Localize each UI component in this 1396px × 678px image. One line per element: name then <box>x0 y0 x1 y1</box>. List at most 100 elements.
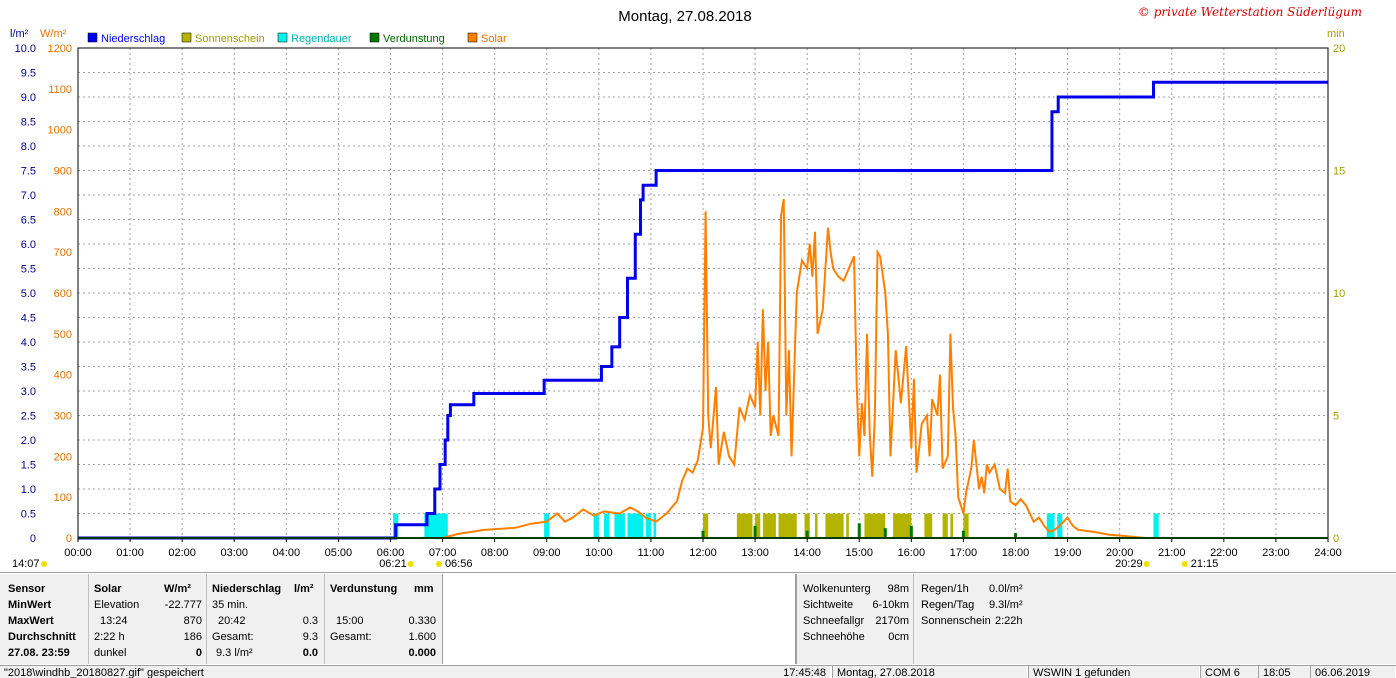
status-file: "2018\windhb_20180827.gif" gespeichert 1… <box>0 666 830 678</box>
cloud-value: 98m <box>887 583 909 595</box>
legend-swatch <box>467 32 478 43</box>
solar-series-line <box>78 198 1328 539</box>
evaporation-tick <box>961 530 965 538</box>
precip-axis-tick: 8.0 <box>21 141 36 153</box>
evap-row-label: Gesamt: <box>330 631 372 643</box>
separator <box>0 572 1396 573</box>
x-tick-label: 22:00 <box>1210 547 1238 559</box>
solar-axis-tick: 600 <box>54 288 72 300</box>
rain-duration-bar <box>614 513 625 538</box>
stats-panel-left: Sensor MinWert MaxWert Durchschnitt 27.0… <box>0 574 443 664</box>
left-axis-unit-solar: W/m² <box>40 28 67 40</box>
solar-axis-tick: 100 <box>54 492 72 504</box>
status-time: 17:45:48 <box>783 667 826 678</box>
precip-row-value: 0.3 <box>302 615 318 627</box>
minwert-label: MinWert <box>8 599 52 611</box>
precip-row-label: 20:42 <box>218 615 246 627</box>
minutes-axis-tick: 20 <box>1333 43 1345 55</box>
precip-axis-tick: 1.0 <box>21 484 36 496</box>
x-tick-label: 02:00 <box>168 547 196 559</box>
precip-axis-tick: 5.5 <box>21 264 36 276</box>
precip-axis-tick: 6.5 <box>21 215 36 227</box>
precip-row-value: 9.3 <box>302 631 318 643</box>
solar-axis-tick: 400 <box>54 370 72 382</box>
rain-hour-value: 0.0l/m² <box>989 583 1023 595</box>
solar-axis-tick: 300 <box>54 411 72 423</box>
legend-label: Sonnenschein <box>195 33 265 45</box>
evaporation-tick <box>909 525 913 538</box>
visibility-label: Sichtweite <box>803 599 854 611</box>
maxwert-label: MaxWert <box>8 615 54 627</box>
evap-row-label: 15:00 <box>336 615 364 627</box>
sunshine-label: Sonnenschein <box>921 615 991 627</box>
solar-row-label: dunkel <box>94 647 127 659</box>
precip-axis-tick: 9.5 <box>21 68 36 80</box>
x-tick-label: 19:00 <box>1054 547 1082 559</box>
status-today: 06.06.2019 <box>1310 666 1395 678</box>
stats-panel-right: Wolkenunterg 98m Sichtweite 6-10km Schne… <box>796 574 1396 664</box>
legend-swatch <box>87 32 98 43</box>
evap-unit: mm <box>414 583 434 595</box>
sun-event-label: 06:21 <box>379 558 407 570</box>
minutes-axis-tick: 5 <box>1333 411 1339 423</box>
snowdepth-label: Schneehöhe <box>803 631 865 643</box>
x-tick-label: 15:00 <box>845 547 873 559</box>
x-tick-label: 11:00 <box>638 547 665 559</box>
x-tick-label: 07:00 <box>429 547 457 559</box>
solar-axis-tick: 500 <box>54 329 72 341</box>
chart-title: Montag, 27.08.2018 <box>618 8 751 25</box>
precip-axis-tick: 9.0 <box>21 92 36 104</box>
evaporation-tick <box>753 525 757 538</box>
legend-label: Niederschlag <box>101 33 165 45</box>
precip-row-value: 0.0 <box>302 647 318 659</box>
x-tick-label: 08:00 <box>481 547 509 559</box>
sunshine-bar <box>893 513 912 538</box>
evap-row-value: 0.330 <box>408 615 436 627</box>
sunshine-bar <box>804 513 810 538</box>
sunshine-bar <box>864 513 886 538</box>
sunshine-bar <box>950 513 953 538</box>
rain-duration-bar <box>627 513 644 538</box>
solar-row-value: 0 <box>195 647 202 659</box>
status-clock: 18:05 <box>1258 666 1311 678</box>
x-tick-label: 13:00 <box>741 547 769 559</box>
legend-swatch <box>369 32 380 43</box>
evap-header: Verdunstung <box>330 583 398 595</box>
solar-row-value: 870 <box>183 615 202 627</box>
x-tick-label: 12:00 <box>689 547 717 559</box>
cloud-label: Wolkenunterg <box>803 583 871 595</box>
precip-row-label: Gesamt: <box>212 631 254 643</box>
status-com: COM 6 <box>1200 666 1259 678</box>
precip-axis-tick: 6.0 <box>21 239 36 251</box>
precip-axis-tick: 0.5 <box>21 509 36 521</box>
x-tick-label: 01:00 <box>116 547 144 559</box>
solar-header: Solar <box>94 583 122 595</box>
precip-axis-tick: 3.0 <box>21 386 36 398</box>
left-axis-precip: 0 0.5 1.0 1.5 2.0 2.5 3.0 3.5 4.0 4.5 5.0 5.5 6.0 6.5… <box>15 43 36 545</box>
rain-hour-label: Regen/1h <box>921 583 969 595</box>
visibility-value: 6-10km <box>872 599 909 611</box>
x-tick-label: 20:00 <box>1106 547 1134 559</box>
sun-event-marker <box>407 561 414 567</box>
solar-axis-tick: 0 <box>66 533 72 545</box>
precip-axis-tick: 0 <box>30 533 36 545</box>
sunshine-value: 2:22h <box>995 615 1023 627</box>
sun-event-label: 06:56 <box>445 558 473 570</box>
chart-grid <box>78 48 1328 538</box>
solar-axis-tick: 900 <box>54 166 72 178</box>
solar-row-value: 186 <box>183 631 202 643</box>
precip-axis-tick: 10.0 <box>15 43 36 55</box>
snowline-label: Schneefallgr <box>803 615 865 627</box>
right-axis-minutes: 0 5 10 15 20 <box>1333 43 1345 545</box>
rain-day-value: 9.3l/m² <box>989 599 1023 611</box>
x-tick-label: 06:00 <box>377 547 405 559</box>
precip-header: Niederschlag <box>212 583 282 595</box>
solar-axis-tick: 1100 <box>48 84 72 96</box>
sunshine-bar <box>846 513 849 538</box>
rain-duration-bars <box>393 513 1159 538</box>
x-axis-ticks: 00:00 01:00 02:00 03:00 04:00 05:00 06:00 07:00… <box>64 538 1342 559</box>
precip-axis-tick: 5.0 <box>21 288 36 300</box>
sunshine-bar <box>778 513 797 538</box>
left-axis-unit-precip: l/m² <box>10 28 29 40</box>
x-tick-label: 14:00 <box>793 547 821 559</box>
